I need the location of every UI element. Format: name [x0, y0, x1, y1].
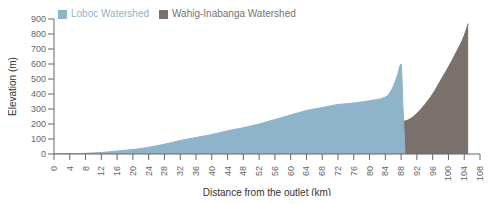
svg-text:72: 72	[333, 166, 343, 176]
svg-text:28: 28	[159, 166, 169, 176]
svg-text:800: 800	[31, 29, 46, 39]
svg-text:500: 500	[31, 74, 46, 84]
svg-text:300: 300	[31, 104, 46, 114]
svg-text:92: 92	[412, 166, 422, 176]
svg-text:100: 100	[31, 134, 46, 144]
svg-text:4: 4	[65, 166, 75, 171]
svg-text:200: 200	[31, 119, 46, 129]
svg-text:12: 12	[96, 166, 106, 176]
svg-text:0: 0	[49, 166, 59, 171]
html-text:Wahig-Inabanga Watershed: Wahig-Inabanga Watershed	[172, 8, 296, 19]
svg-text:64: 64	[301, 166, 311, 176]
svg-text:400: 400	[31, 89, 46, 99]
svg-text:600: 600	[31, 59, 46, 69]
svg-text:84: 84	[380, 166, 390, 176]
svg-text:80: 80	[365, 166, 375, 176]
svg-text:52: 52	[254, 166, 264, 176]
svg-text:68: 68	[317, 166, 327, 176]
svg-text:56: 56	[270, 166, 280, 176]
svg-text:48: 48	[238, 166, 248, 176]
svg-text:20: 20	[128, 166, 138, 176]
svg-text:44: 44	[223, 166, 233, 176]
svg-text:16: 16	[112, 166, 122, 176]
svg-text:40: 40	[207, 166, 217, 176]
svg-text:Elevation (m): Elevation (m)	[8, 57, 18, 116]
svg-text:60: 60	[286, 166, 296, 176]
svg-text:36: 36	[191, 166, 201, 176]
svg-text:104: 104	[459, 166, 469, 181]
svg-text:900: 900	[31, 14, 46, 24]
svg-text:0: 0	[41, 149, 46, 159]
svg-text:Distance from the outlet (km): Distance from the outlet (km)	[203, 187, 331, 196]
svg-text:108: 108	[475, 166, 485, 181]
svg-text:100: 100	[443, 166, 453, 181]
svg-text:700: 700	[31, 44, 46, 54]
svg-text:76: 76	[349, 166, 359, 176]
svg-text:8: 8	[81, 166, 91, 171]
svg-text:88: 88	[396, 166, 406, 176]
svg-text:32: 32	[175, 166, 185, 176]
svg-text:96: 96	[428, 166, 438, 176]
svg-text:24: 24	[144, 166, 154, 176]
html-text:Loboc Watershed: Loboc Watershed	[71, 8, 149, 19]
